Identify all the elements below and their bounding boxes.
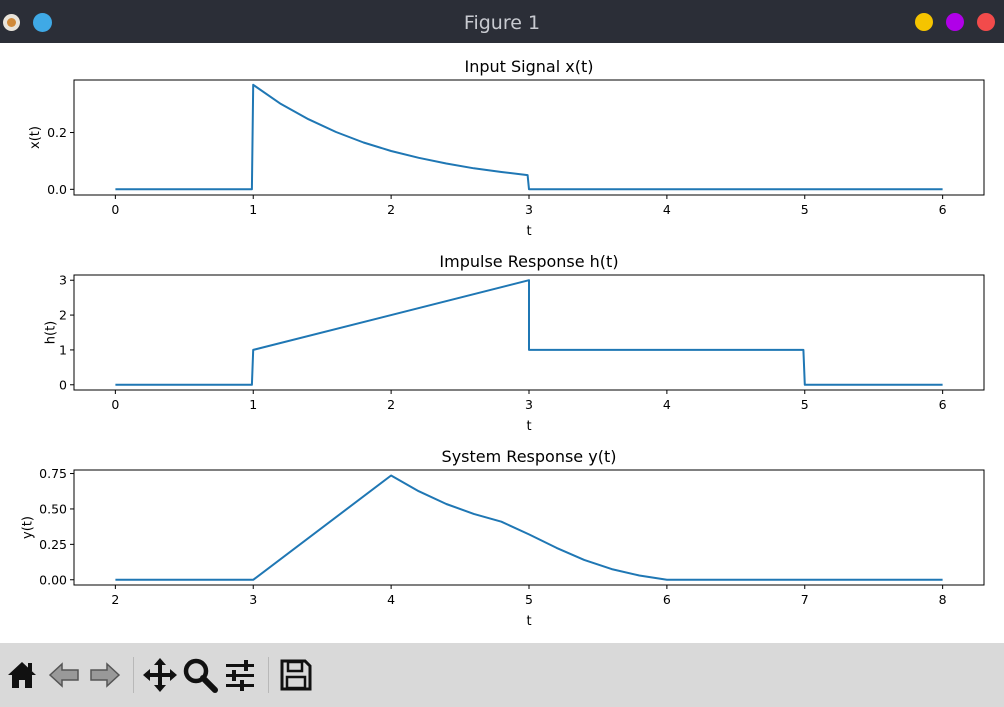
x-axis-label: t bbox=[526, 614, 531, 629]
x-tick-label: 2 bbox=[387, 202, 395, 217]
zoom-icon bbox=[183, 658, 218, 693]
close-button[interactable] bbox=[977, 13, 995, 31]
x-tick-label: 4 bbox=[663, 202, 671, 217]
back-icon bbox=[48, 662, 79, 688]
x-tick-label: 7 bbox=[801, 592, 809, 607]
y-tick-label: 0.00 bbox=[39, 572, 67, 587]
toolbar-separator bbox=[268, 657, 269, 693]
back-button[interactable] bbox=[44, 655, 84, 695]
chart-title: Input Signal x(t) bbox=[465, 57, 594, 76]
y-tick-label: 0.0 bbox=[47, 182, 67, 197]
x-tick-label: 1 bbox=[249, 202, 257, 217]
series-line bbox=[115, 83, 943, 191]
pan-icon bbox=[143, 658, 177, 692]
home-icon bbox=[8, 662, 36, 688]
x-tick-label: 4 bbox=[663, 397, 671, 412]
title-bar: Figure 1 bbox=[0, 0, 1004, 43]
save-button[interactable] bbox=[276, 655, 316, 695]
y-tick-label: 3 bbox=[59, 273, 67, 288]
blue-circle-icon[interactable] bbox=[33, 13, 52, 32]
x-tick-label: 3 bbox=[525, 202, 533, 217]
toolbar-separator bbox=[133, 657, 134, 693]
minimize-button[interactable] bbox=[915, 13, 933, 31]
navigation-toolbar bbox=[0, 643, 1004, 707]
window-title: Figure 1 bbox=[463, 12, 541, 34]
series-line bbox=[115, 474, 943, 581]
series-line bbox=[115, 279, 943, 386]
y-axis-label: h(t) bbox=[43, 321, 58, 344]
figure-canvas[interactable]: Input Signal x(t) 0 1 2 3 4 5 6 0.0 0.2 t x(t) Impul… bbox=[0, 43, 1004, 643]
x-tick-label: 3 bbox=[249, 592, 257, 607]
forward-icon bbox=[90, 662, 121, 688]
x-tick-label: 5 bbox=[525, 592, 533, 607]
y-tick-label: 0.25 bbox=[39, 537, 67, 552]
y-tick-label: 0.75 bbox=[39, 466, 67, 481]
y-tick-label: 0 bbox=[59, 377, 67, 392]
y-tick-label: 0.2 bbox=[47, 125, 67, 140]
x-tick-label: 1 bbox=[249, 397, 257, 412]
configure-subplots-button[interactable] bbox=[220, 655, 260, 695]
axes-frame bbox=[73, 79, 985, 196]
maximize-button[interactable] bbox=[946, 13, 964, 31]
x-axis-label: t bbox=[526, 224, 531, 239]
axes-frame bbox=[73, 469, 985, 586]
x-tick-label: 2 bbox=[387, 397, 395, 412]
y-tick-label: 2 bbox=[59, 308, 67, 323]
y-axis-label: y(t) bbox=[21, 516, 36, 539]
x-tick-label: 3 bbox=[525, 397, 533, 412]
x-tick-label: 6 bbox=[939, 397, 947, 412]
y-axis-label: x(t) bbox=[28, 126, 43, 149]
home-button[interactable] bbox=[2, 655, 42, 695]
x-tick-label: 6 bbox=[663, 592, 671, 607]
figure-svg: Input Signal x(t) 0 1 2 3 4 5 6 0.0 0.2 t x(t) Impul… bbox=[21, 57, 985, 629]
chart-title: Impulse Response h(t) bbox=[439, 252, 618, 271]
zoom-button[interactable] bbox=[180, 655, 220, 695]
forward-button[interactable] bbox=[85, 655, 125, 695]
x-tick-label: 6 bbox=[939, 202, 947, 217]
x-axis-label: t bbox=[526, 419, 531, 434]
configure-subplots-icon bbox=[226, 660, 254, 691]
x-tick-label: 5 bbox=[801, 397, 809, 412]
x-tick-label: 8 bbox=[939, 592, 947, 607]
x-tick-label: 2 bbox=[111, 592, 119, 607]
y-tick-label: 1 bbox=[59, 342, 67, 357]
x-tick-label: 5 bbox=[801, 202, 809, 217]
x-tick-label: 4 bbox=[387, 592, 395, 607]
y-tick-label: 0.50 bbox=[39, 501, 67, 516]
chart-title: System Response y(t) bbox=[442, 447, 617, 466]
save-icon bbox=[280, 659, 312, 691]
matplotlib-logo-icon bbox=[3, 14, 20, 31]
pan-button[interactable] bbox=[140, 655, 180, 695]
x-tick-label: 0 bbox=[111, 397, 119, 412]
x-tick-label: 0 bbox=[111, 202, 119, 217]
